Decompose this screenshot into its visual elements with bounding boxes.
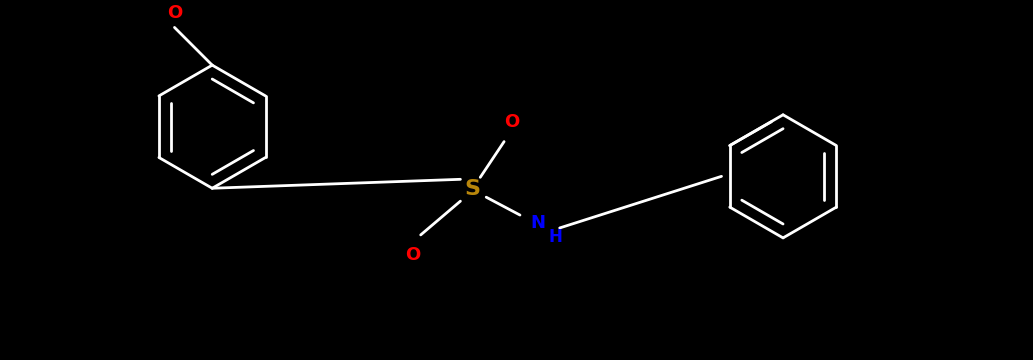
Text: S: S: [464, 179, 480, 199]
Text: O: O: [167, 4, 182, 22]
Text: N: N: [530, 214, 545, 232]
Text: O: O: [504, 113, 520, 131]
Text: H: H: [549, 228, 563, 246]
Text: O: O: [405, 246, 420, 264]
